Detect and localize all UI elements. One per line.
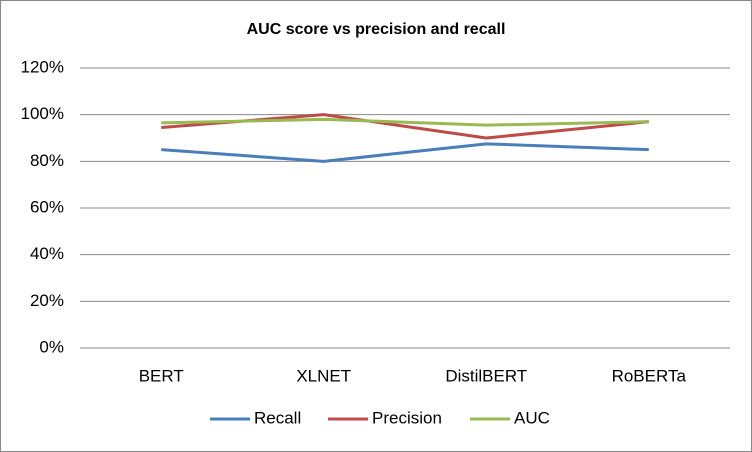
line-series (161, 142, 649, 163)
x-tick-label: XLNET (296, 366, 351, 385)
y-tick-label: 60% (30, 197, 64, 216)
x-tick-label: DistilBERT (445, 366, 527, 385)
legend-label: Recall (254, 408, 301, 427)
legend-label: Precision (372, 408, 442, 427)
legend-label: AUC (514, 408, 550, 427)
x-tick-label: RoBERTa (612, 366, 687, 385)
line-series (161, 117, 649, 127)
y-tick-label: 100% (21, 104, 64, 123)
y-tick-label: 0% (39, 337, 64, 356)
y-tick-label: 80% (30, 151, 64, 170)
y-tick-label: 120% (21, 57, 64, 76)
chart-title: AUC score vs precision and recall (247, 21, 506, 38)
y-tick-label: 40% (30, 244, 64, 263)
x-tick-label: BERT (139, 366, 184, 385)
y-tick-label: 20% (30, 291, 64, 310)
